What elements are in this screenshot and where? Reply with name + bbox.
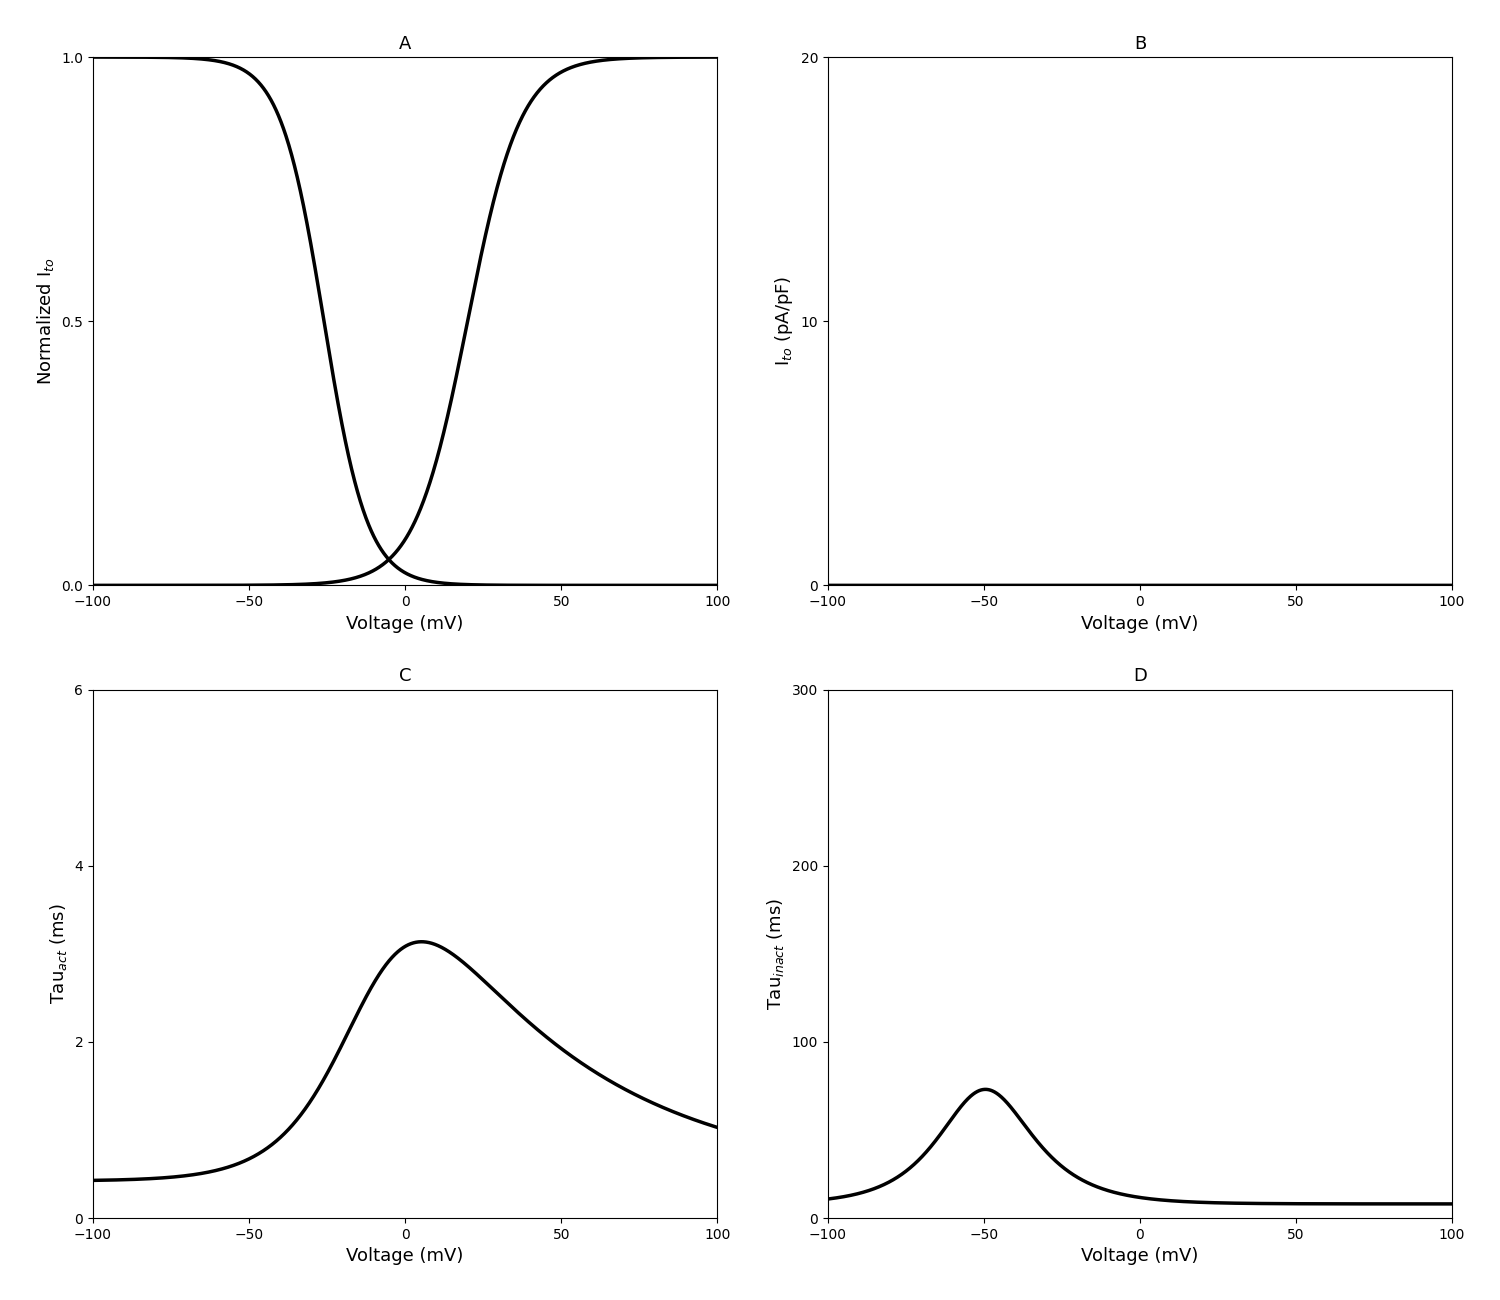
X-axis label: Voltage (mV): Voltage (mV): [346, 1247, 464, 1265]
Title: B: B: [1134, 35, 1146, 53]
Y-axis label: Tau$_{inact}$ (ms): Tau$_{inact}$ (ms): [765, 898, 786, 1010]
Y-axis label: Normalized I$_{to}$: Normalized I$_{to}$: [34, 257, 56, 385]
Title: C: C: [399, 667, 411, 685]
Title: A: A: [399, 35, 411, 53]
Y-axis label: I$_{to}$ (pA/pF): I$_{to}$ (pA/pF): [772, 276, 795, 367]
X-axis label: Voltage (mV): Voltage (mV): [346, 615, 464, 633]
X-axis label: Voltage (mV): Voltage (mV): [1082, 1247, 1198, 1265]
X-axis label: Voltage (mV): Voltage (mV): [1082, 615, 1198, 633]
Y-axis label: Tau$_{act}$ (ms): Tau$_{act}$ (ms): [48, 903, 69, 1005]
Title: D: D: [1132, 667, 1148, 685]
